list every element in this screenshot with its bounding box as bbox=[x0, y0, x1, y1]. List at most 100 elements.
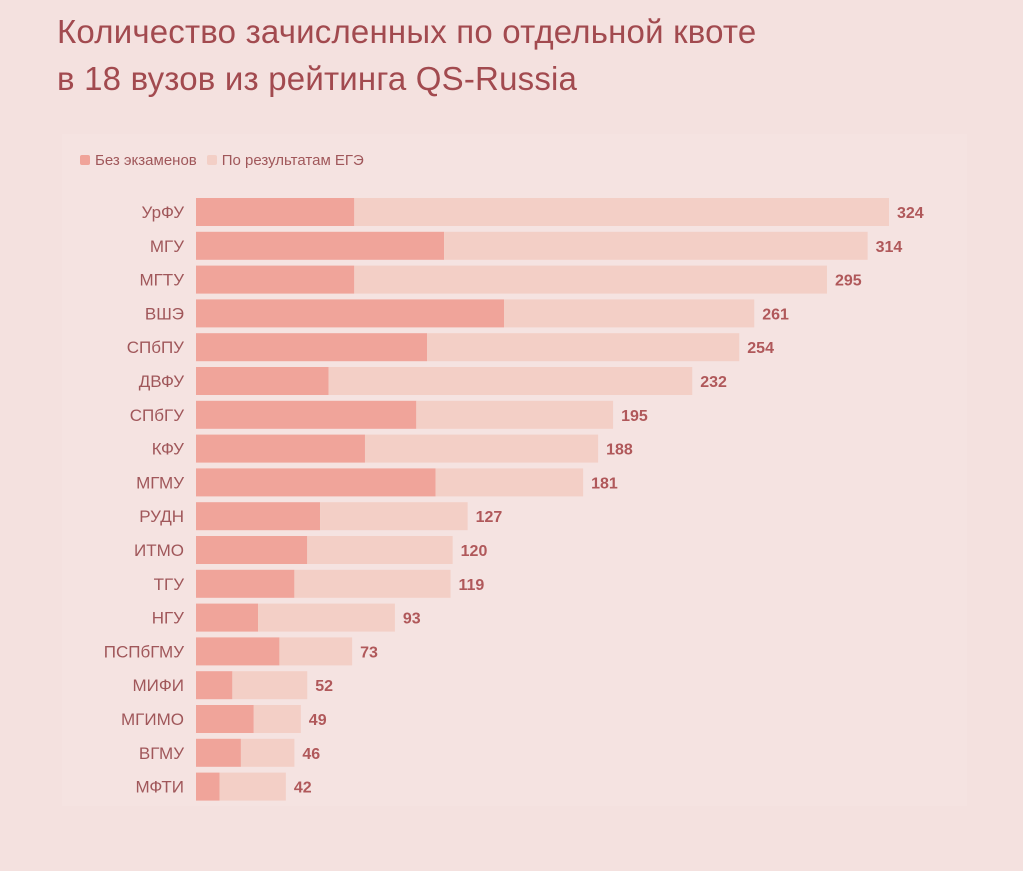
bar-row: ВГМУ 46 bbox=[139, 738, 320, 767]
category-label: МГУ bbox=[150, 237, 184, 256]
legend-swatch-no-exams bbox=[80, 155, 90, 165]
category-label: СПбГУ bbox=[130, 406, 184, 425]
bar-segment-by-ege bbox=[307, 536, 453, 564]
total-value-label: 52 bbox=[315, 678, 333, 695]
bar-segment-by-ege bbox=[232, 671, 308, 700]
bar-segment-by-ege bbox=[416, 400, 614, 429]
total-value-label: 49 bbox=[309, 712, 327, 729]
chart-legend: Без экзаменов По результатам ЕГЭ bbox=[80, 150, 374, 170]
total-value-label: 232 bbox=[700, 374, 727, 391]
legend-item-by-ege: По результатам ЕГЭ bbox=[206, 151, 364, 169]
total-value-label: 127 bbox=[476, 509, 503, 526]
total-value-label: 254 bbox=[747, 340, 774, 357]
total-value-label: 295 bbox=[835, 273, 862, 290]
category-label: МИФИ bbox=[132, 676, 184, 695]
bar-row: МИФИ 52 bbox=[132, 671, 333, 700]
bar-segment-by-ege bbox=[240, 738, 295, 767]
category-label: РУДН bbox=[139, 507, 184, 526]
total-value-label: 93 bbox=[403, 611, 421, 628]
category-label: МФТИ bbox=[135, 778, 184, 797]
bar-row: МГУ 314 bbox=[150, 231, 903, 260]
bar-row: КФУ 188 bbox=[152, 434, 633, 463]
chart-title-line2: в 18 вузов из рейтинга QS-Russia bbox=[57, 60, 578, 97]
bar-segment-no-exams bbox=[196, 705, 254, 733]
bar-segment-no-exams bbox=[196, 333, 427, 362]
bar-row: ПСПбГМУ 73 bbox=[104, 637, 378, 666]
total-value-label: 46 bbox=[302, 746, 320, 763]
bar-row: МГТУ 295 bbox=[139, 265, 862, 294]
bar-segment-no-exams bbox=[196, 367, 329, 395]
category-label: МГИМО bbox=[121, 710, 184, 729]
total-value-label: 188 bbox=[606, 442, 633, 459]
category-label: СПбПУ bbox=[127, 338, 184, 357]
total-value-label: 119 bbox=[459, 577, 485, 594]
bar-segment-no-exams bbox=[196, 400, 417, 429]
category-label: МГТУ bbox=[139, 271, 184, 290]
bar-segment-no-exams bbox=[196, 265, 355, 294]
bar-segment-no-exams bbox=[196, 468, 436, 497]
bar-segment-no-exams bbox=[196, 502, 321, 531]
bar-segment-no-exams bbox=[196, 637, 280, 666]
bar-segment-no-exams bbox=[196, 569, 295, 598]
category-label: УрФУ bbox=[142, 203, 185, 222]
total-value-label: 181 bbox=[591, 475, 618, 492]
bar-segment-no-exams bbox=[196, 536, 308, 564]
bar-row: МГИМО 49 bbox=[121, 705, 327, 733]
bar-segment-by-ege bbox=[354, 198, 889, 226]
bar-segment-no-exams bbox=[196, 772, 220, 801]
bar-segment-by-ege bbox=[444, 231, 868, 260]
bar-row: ТГУ 119 bbox=[154, 569, 485, 598]
bar-segment-by-ege bbox=[320, 502, 468, 531]
bar-row: МГМУ 181 bbox=[136, 468, 618, 497]
bar-segment-no-exams bbox=[196, 738, 241, 767]
bar-row: МФТИ 42 bbox=[135, 772, 312, 801]
bar-segment-no-exams bbox=[196, 231, 445, 260]
bar-row: ВШЭ 261 bbox=[145, 299, 789, 328]
category-label: ИТМО bbox=[134, 541, 184, 560]
legend-swatch-by-ege bbox=[206, 155, 217, 165]
bar-segment-no-exams bbox=[196, 299, 504, 328]
bar-row: РУДН 127 bbox=[139, 502, 503, 531]
bar-segment-by-ege bbox=[294, 569, 451, 598]
category-label: ПСПбГМУ bbox=[104, 642, 184, 661]
bar-segment-by-ege bbox=[219, 772, 286, 801]
chart-title-line1: Количество зачисленных по отдельной квот… bbox=[57, 13, 757, 50]
total-value-label: 73 bbox=[360, 644, 378, 661]
total-value-label: 42 bbox=[294, 780, 312, 797]
bar-segment-by-ege bbox=[435, 468, 584, 497]
total-value-label: 195 bbox=[621, 408, 648, 425]
bar-segment-by-ege bbox=[253, 705, 301, 733]
bar-row: УрФУ 324 bbox=[142, 198, 924, 226]
category-label: КФУ bbox=[152, 440, 184, 459]
category-label: ТГУ bbox=[154, 575, 185, 594]
bar-row: ИТМО 120 bbox=[134, 536, 487, 564]
total-value-label: 261 bbox=[762, 306, 789, 323]
bar-segment-by-ege bbox=[258, 603, 395, 632]
legend-label-no-exams: Без экзаменов bbox=[95, 151, 197, 169]
bar-segment-by-ege bbox=[328, 367, 693, 395]
bar-segment-by-ege bbox=[427, 333, 740, 362]
bar-segment-by-ege bbox=[364, 434, 599, 463]
bar-segment-no-exams bbox=[196, 434, 365, 463]
bar-segment-no-exams bbox=[196, 671, 233, 700]
category-label: ВГМУ bbox=[139, 744, 184, 763]
total-value-label: 314 bbox=[876, 239, 903, 256]
bar-segment-by-ege bbox=[504, 299, 755, 328]
bar-segment-by-ege bbox=[354, 265, 827, 294]
bar-row: СПбПУ 254 bbox=[127, 333, 774, 362]
bar-row: ДВФУ 232 bbox=[139, 367, 727, 395]
total-value-label: 324 bbox=[897, 205, 924, 222]
bar-segment-no-exams bbox=[196, 198, 355, 226]
legend-label-by-ege: По результатам ЕГЭ bbox=[221, 151, 364, 169]
bar-segment-no-exams bbox=[196, 603, 259, 632]
bar-row: НГУ 93 bbox=[152, 603, 421, 632]
total-value-label: 120 bbox=[461, 543, 488, 560]
category-label: НГУ bbox=[152, 609, 184, 628]
legend-item-no-exams: Без экзаменов bbox=[80, 152, 197, 169]
category-label: ВШЭ bbox=[145, 304, 184, 323]
category-label: ДВФУ bbox=[139, 372, 184, 391]
category-label: МГМУ bbox=[136, 473, 184, 492]
bar-row: СПбГУ 195 bbox=[130, 400, 648, 429]
bar-segment-by-ege bbox=[279, 637, 353, 666]
